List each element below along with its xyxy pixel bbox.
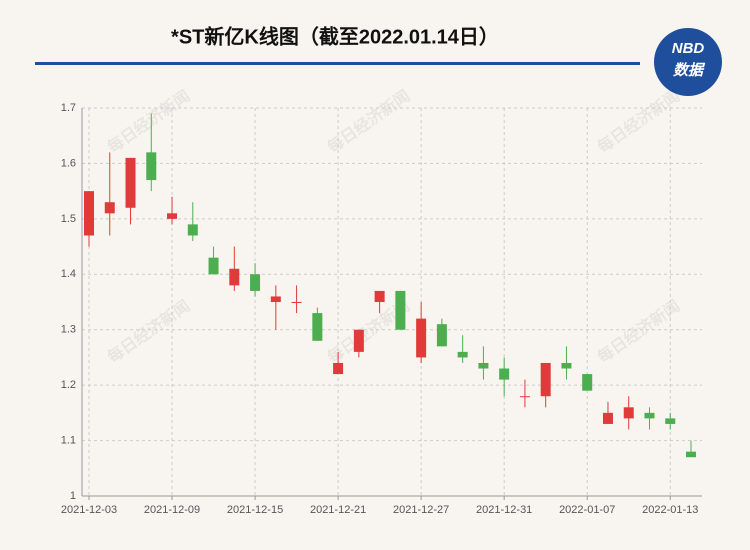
candle-body xyxy=(353,329,364,352)
logo-text: NBD xyxy=(672,40,705,57)
chart-title: *ST新亿K线图（截至2022.01.14日） xyxy=(171,24,499,48)
y-tick-label: 1.2 xyxy=(61,379,76,391)
x-tick-label: 2021-12-09 xyxy=(144,504,200,516)
candle-body xyxy=(644,412,655,419)
candle-body xyxy=(291,302,302,303)
logo-badge xyxy=(654,28,722,96)
candle-body xyxy=(602,412,613,424)
candle-body xyxy=(499,368,510,380)
candle-body xyxy=(146,152,157,181)
candle-body xyxy=(457,351,468,358)
y-tick-label: 1.7 xyxy=(61,102,76,114)
candle-body xyxy=(416,318,427,358)
x-tick-label: 2021-12-15 xyxy=(227,504,283,516)
candle-body xyxy=(187,224,198,236)
candle-body xyxy=(333,362,344,375)
y-tick-label: 1.5 xyxy=(61,213,76,225)
y-tick-label: 1 xyxy=(70,490,76,502)
candle-body xyxy=(478,362,489,369)
candle-body xyxy=(623,407,634,419)
x-tick-label: 2021-12-31 xyxy=(476,504,532,516)
candle-body xyxy=(167,213,178,219)
candle-body xyxy=(125,157,136,208)
candle-body xyxy=(312,313,323,341)
y-tick-label: 1.3 xyxy=(61,324,76,336)
x-tick-label: 2022-01-07 xyxy=(559,504,615,516)
candle-body xyxy=(436,324,447,347)
logo-text: 数据 xyxy=(673,62,706,79)
x-tick-label: 2021-12-03 xyxy=(61,504,117,516)
candle-body xyxy=(229,268,240,286)
y-tick-label: 1.1 xyxy=(61,434,76,446)
x-tick-label: 2022-01-13 xyxy=(642,504,698,516)
candle-body xyxy=(104,202,115,214)
candle-body xyxy=(561,362,572,369)
candle-body xyxy=(270,296,281,302)
candle-body xyxy=(686,451,696,458)
candle-body xyxy=(374,290,385,302)
title-rule xyxy=(35,62,640,65)
candle-body xyxy=(519,396,530,398)
candle-body xyxy=(582,374,593,391)
candle-body xyxy=(208,257,219,275)
y-tick-label: 1.6 xyxy=(61,157,76,169)
candle-body xyxy=(84,191,94,236)
y-tick-label: 1.4 xyxy=(61,268,76,280)
x-tick-label: 2021-12-27 xyxy=(393,504,449,516)
x-tick-label: 2021-12-21 xyxy=(310,504,366,516)
candle-body xyxy=(395,290,406,330)
candle-body xyxy=(665,418,676,424)
candle-body xyxy=(250,274,261,291)
candle-body xyxy=(540,362,551,397)
